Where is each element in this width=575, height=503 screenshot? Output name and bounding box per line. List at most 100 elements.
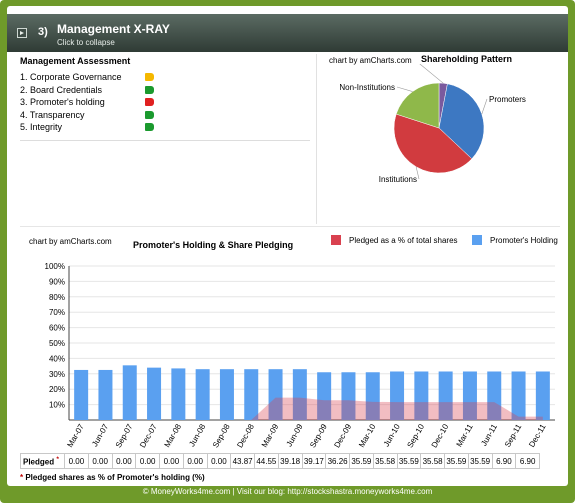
pledged-value-cell: 6.90 [515, 453, 540, 469]
holding-bar [74, 369, 89, 420]
assessment-title: Management Assessment [20, 56, 131, 66]
status-flag-icon [145, 85, 154, 94]
pledged-table: Pledged * 0.00 0.00 0.00 0.00 0.00 0.00 0.00 43… [20, 453, 540, 469]
divider [20, 226, 560, 227]
pledged-value-cell: 35.59 [467, 453, 493, 469]
pledged-value-cell: 39.18 [277, 453, 303, 469]
holding-bar [268, 369, 283, 420]
footnote-text: Pledged shares as % of Promoter's holdin… [23, 473, 205, 482]
x-tick-label: Mar-11 [455, 422, 475, 448]
x-tick-label: Sep-08 [211, 422, 232, 449]
holding-bar [195, 369, 210, 420]
pie-label-line [481, 98, 488, 115]
x-tick-label: Mar-10 [357, 422, 378, 449]
footnote-marker: * [20, 473, 24, 482]
x-tick-label: Dec-07 [138, 422, 159, 449]
widget-panel: 3) Management X-RAY Click to collapse Ma… [7, 6, 568, 486]
holding-bar [147, 367, 162, 420]
pledged-value-cell: 0.00 [64, 453, 89, 469]
amcharts-credit-link[interactable]: chart by amCharts.com [329, 56, 412, 65]
footer-text[interactable]: © MoneyWorks4me.com | Visit our blog: ht… [142, 487, 433, 496]
pledged-label: Pledged [23, 457, 55, 467]
pie-label: Institutions [379, 175, 417, 184]
pledged-area [81, 397, 543, 420]
y-tick-label: 70% [49, 308, 65, 317]
collapse-toggle-icon[interactable] [17, 28, 27, 38]
holding-bar [219, 369, 234, 420]
shareholding-pie-chart: OthersPromotersInstitutionsNon-Instituti… [339, 64, 526, 184]
x-tick-label: Dec-11 [527, 422, 548, 449]
x-tick-label: Jun-10 [382, 422, 402, 448]
amcharts-credit-link[interactable]: chart by amCharts.com [29, 237, 112, 246]
footnote: * Pledged shares as % of Promoter's hold… [20, 473, 205, 482]
y-tick-label: 40% [49, 354, 65, 363]
x-tick-label: Jun-09 [285, 422, 305, 448]
pledged-value-cell: 0.00 [135, 453, 160, 469]
x-tick-label: Jun-08 [187, 422, 207, 448]
x-tick-label: Mar-07 [65, 422, 86, 449]
holding-bar [462, 371, 477, 420]
x-tick-label: Jun-07 [90, 422, 110, 448]
bar-chart-title: Promoter's Holding & Share Pledging [133, 240, 294, 250]
pie-label-line [419, 64, 444, 84]
pie-label-line [396, 86, 413, 92]
assessment-item: 5. Integrity [20, 122, 160, 135]
holding-bar [317, 372, 332, 420]
status-flag-icon [145, 73, 154, 81]
y-tick-label: 60% [49, 324, 65, 333]
legend-label: Promoter's Holding [490, 236, 558, 245]
status-flag-icon [145, 123, 154, 131]
y-tick-label: 100% [45, 262, 65, 271]
table-row: Pledged * 0.00 0.00 0.00 0.00 0.00 0.00 0.00 43… [20, 453, 540, 469]
holding-bar [511, 371, 526, 420]
divider [316, 54, 317, 224]
pledged-value-cell: 35.59 [396, 453, 422, 469]
pledged-value-cell: 6.90 [491, 453, 517, 469]
pledged-value-cell: 0.00 [111, 453, 137, 469]
x-tick-label: Sep-07 [114, 422, 135, 449]
y-tick-label: 80% [49, 293, 65, 302]
holding-bar [292, 369, 307, 420]
pledged-row-header: Pledged * [20, 453, 65, 469]
assessment-item: 3. Promoter's holding [20, 97, 160, 110]
pledged-value-cell: 39.17 [301, 453, 327, 469]
x-tick-label: Sep-09 [308, 422, 329, 449]
pledged-value-cell: 0.00 [87, 453, 113, 469]
section-number: 3) [38, 26, 48, 38]
assessment-item-label: 3. Promoter's holding [20, 97, 105, 107]
y-tick-label: 50% [49, 339, 65, 348]
pie-chart-title: Shareholding Pattern [421, 54, 513, 64]
legend-swatch [331, 235, 341, 245]
y-tick-label: 10% [49, 401, 65, 410]
holding-bar [365, 372, 380, 420]
collapse-hint[interactable]: Click to collapse [57, 38, 115, 47]
holding-bar [390, 371, 405, 420]
pie-label: Non-Institutions [339, 83, 395, 92]
assessment-list: 1. Corporate Governance 2. Board Credent… [20, 72, 160, 135]
promoter-holding-chart: 10%20%30%40%50%60%70%80%90%100%Mar-07 Jun… [45, 262, 555, 449]
assessment-item-label: 5. Integrity [20, 122, 63, 132]
section-header[interactable]: 3) Management X-RAY Click to collapse [7, 14, 568, 52]
holding-bar [414, 371, 429, 420]
pledged-value-cell: 44.55 [254, 453, 279, 469]
assessment-item: 4. Transparency [20, 110, 160, 123]
x-tick-label: Mar-08 [163, 422, 184, 449]
pie-label: Promoters [489, 95, 526, 104]
x-tick-label: Jun-11 [479, 422, 499, 448]
footnote-marker: * [56, 455, 59, 463]
x-tick-label: Dec-10 [430, 422, 451, 449]
holding-bar [122, 365, 137, 420]
holding-bar [244, 369, 259, 420]
pledged-value-cell: 0.00 [159, 453, 184, 469]
status-flag-icon [145, 98, 154, 106]
section-title: Management X-RAY [57, 22, 170, 36]
holding-bar [438, 371, 453, 420]
pledged-value-cell: 35.59 [444, 453, 469, 469]
status-flag-icon [145, 110, 154, 119]
holding-bar [487, 371, 502, 420]
x-tick-label: Mar-09 [260, 422, 281, 449]
x-tick-label: Dec-09 [332, 422, 353, 449]
holding-bar [535, 371, 550, 420]
x-tick-label: Dec-08 [235, 422, 256, 449]
